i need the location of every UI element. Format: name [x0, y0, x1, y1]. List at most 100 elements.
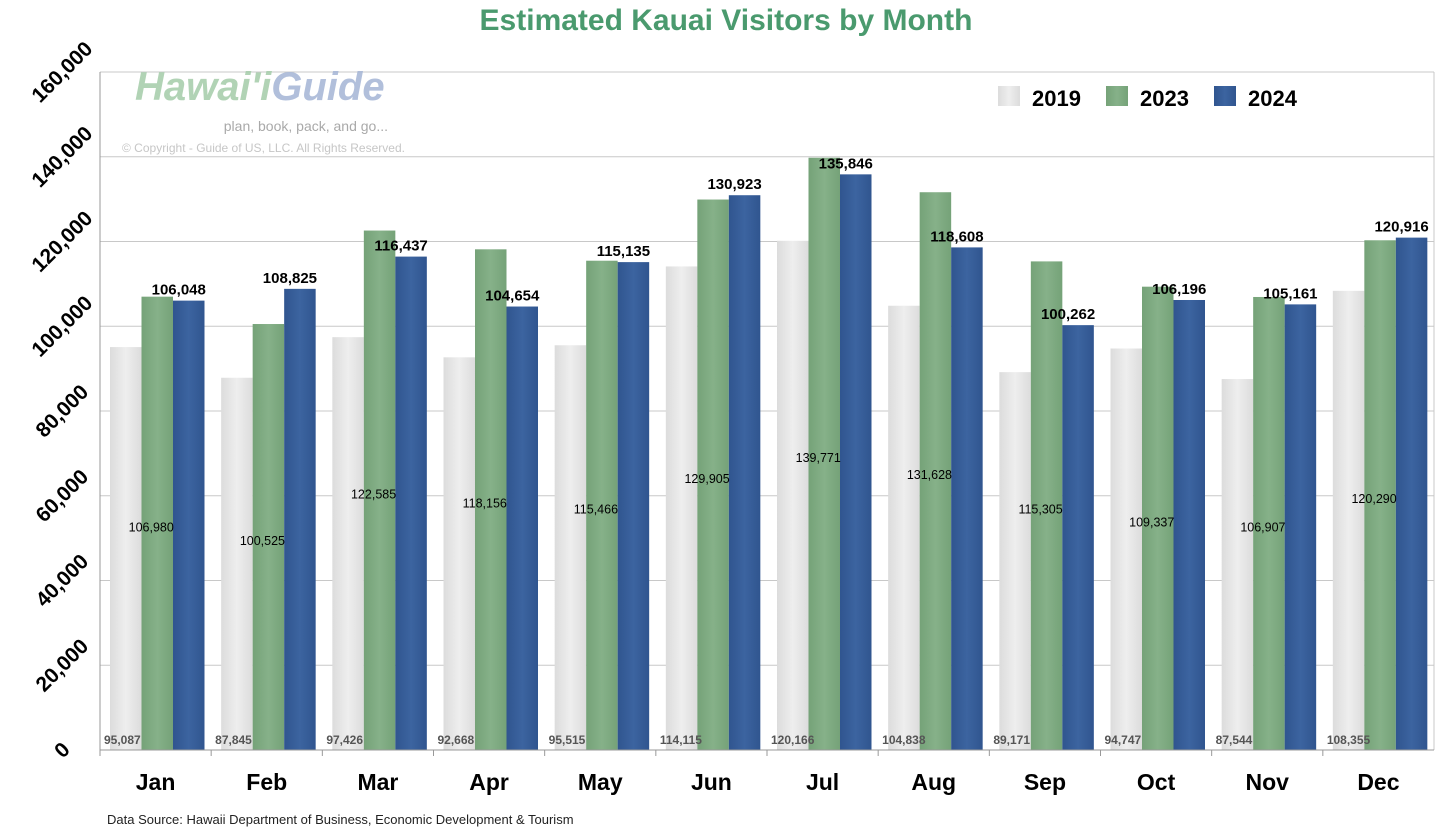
bar-2024-Aug — [951, 247, 983, 750]
data-label-2023: 109,337 — [1129, 515, 1174, 529]
data-label-2019: 120,166 — [771, 733, 815, 747]
bar-2019-Sep — [999, 372, 1031, 750]
data-label-2024: 104,654 — [485, 288, 540, 305]
bar-2019-Aug — [888, 305, 920, 750]
bar-2019-Nov — [1221, 379, 1254, 750]
source-note: Data Source: Hawaii Department of Busine… — [107, 812, 574, 827]
y-tick-label: 60,000 — [32, 465, 94, 527]
x-tick-label: Apr — [469, 769, 509, 795]
data-label-2023: 131,628 — [907, 468, 952, 482]
bar-2023-Aug — [919, 192, 952, 751]
x-tick-label: Feb — [246, 769, 287, 795]
data-label-2024: 105,161 — [1263, 285, 1317, 302]
data-label-2019: 89,171 — [993, 733, 1030, 747]
x-tick-label: Oct — [1137, 769, 1176, 795]
bar-2023-Sep — [1030, 261, 1063, 750]
bar-2019-Mar — [332, 337, 364, 750]
legend-label-2024: 2024 — [1248, 86, 1298, 111]
bar-2024-Sep — [1062, 325, 1094, 750]
data-label-2023: 115,466 — [574, 502, 618, 516]
bar-2023-Dec — [1364, 240, 1396, 750]
data-label-2023: 106,907 — [1240, 520, 1285, 534]
y-tick-label: 120,000 — [27, 207, 97, 277]
data-label-2023: 139,771 — [796, 451, 841, 465]
data-label-2019: 94,747 — [1105, 733, 1142, 747]
legend-swatch-2024 — [1214, 86, 1236, 106]
x-tick-label: Dec — [1357, 769, 1399, 795]
bar-2023-Apr — [475, 249, 507, 750]
bar-2024-Mar — [395, 256, 427, 750]
data-label-2023: 118,156 — [463, 497, 507, 511]
y-tick-label: 40,000 — [32, 550, 94, 612]
data-label-2023: 122,585 — [351, 487, 396, 501]
legend-swatch-2023 — [1106, 86, 1128, 106]
data-label-2019: 104,838 — [882, 733, 926, 747]
legend: 2019 2023 2024 — [998, 86, 1298, 111]
chart-title: Estimated Kauai Visitors by Month — [480, 4, 973, 37]
bar-2024-Nov — [1284, 304, 1317, 750]
data-label-2024: 106,196 — [1152, 281, 1206, 298]
data-label-2024: 118,608 — [930, 228, 983, 245]
bar-2019-Apr — [443, 357, 475, 750]
data-label-2024: 135,846 — [819, 155, 873, 172]
y-tick-label: 160,000 — [27, 37, 97, 107]
x-tick-label: Aug — [911, 769, 956, 795]
bar-2023-Jun — [697, 199, 729, 750]
data-label-2019: 87,845 — [215, 733, 252, 747]
bar-2024-Dec — [1395, 237, 1428, 750]
bar-2024-Feb — [284, 288, 316, 750]
data-label-2019: 92,668 — [438, 733, 475, 747]
data-label-2024: 106,048 — [152, 282, 206, 299]
x-tick-label: Sep — [1024, 769, 1066, 795]
x-tick-label: Jan — [136, 769, 176, 795]
x-tick-label: Jul — [806, 769, 839, 795]
y-tick-label: 20,000 — [32, 635, 94, 697]
x-tick-label: Jun — [691, 769, 732, 795]
data-label-2019: 97,426 — [326, 733, 363, 747]
data-label-2019: 108,355 — [1327, 733, 1371, 747]
data-label-2019: 95,515 — [549, 733, 586, 747]
bar-2024-Jan — [173, 300, 205, 750]
bar-2023-May — [586, 260, 618, 750]
bar-2019-Dec — [1332, 290, 1365, 750]
data-label-2024: 116,437 — [374, 238, 427, 255]
bar-2024-Apr — [506, 306, 538, 750]
bar-2019-May — [554, 345, 587, 750]
legend-swatch-2019 — [998, 86, 1020, 106]
data-label-2023: 129,905 — [684, 472, 729, 486]
bar-2023-Oct — [1142, 286, 1174, 750]
data-label-2019: 114,115 — [660, 733, 702, 747]
bar-2023-Jan — [141, 296, 173, 750]
bar-2019-Jan — [110, 347, 142, 750]
legend-label-2023: 2023 — [1140, 86, 1189, 111]
data-label-2023: 115,305 — [1018, 503, 1062, 517]
watermark-logo: Hawai'iGuide — [135, 65, 385, 109]
watermark-copyright: © Copyright - Guide of US, LLC. All Righ… — [122, 141, 405, 155]
data-label-2024: 120,916 — [1374, 219, 1428, 236]
data-label-2019: 95,087 — [104, 733, 141, 747]
y-tick-label: 0 — [50, 738, 75, 763]
data-label-2023: 106,980 — [129, 520, 174, 534]
x-tick-label: May — [578, 769, 623, 795]
bar-2023-Nov — [1253, 296, 1285, 750]
legend-label-2019: 2019 — [1032, 86, 1081, 111]
bar-2019-Jul — [777, 240, 809, 750]
bar-2019-Feb — [221, 377, 253, 750]
y-tick-label: 100,000 — [27, 292, 97, 362]
bar-2019-Jun — [665, 266, 698, 750]
bar-2023-Feb — [252, 324, 285, 750]
bar-2023-Mar — [363, 230, 396, 750]
bar-2024-Jun — [728, 195, 761, 750]
data-label-2024: 108,825 — [263, 270, 317, 287]
x-tick-label: Nov — [1246, 769, 1290, 795]
bar-2019-Oct — [1110, 348, 1142, 750]
watermark: Hawai'iGuide plan, book, pack, and go...… — [122, 65, 405, 155]
data-label-2023: 100,525 — [240, 534, 285, 548]
data-label-2024: 115,135 — [597, 243, 650, 260]
x-tick-label: Mar — [357, 769, 398, 795]
bar-2024-Jul — [840, 174, 872, 751]
data-label-2019: 87,544 — [1216, 733, 1253, 747]
data-label-2024: 130,923 — [707, 176, 761, 193]
data-label-2023: 120,290 — [1351, 492, 1396, 506]
